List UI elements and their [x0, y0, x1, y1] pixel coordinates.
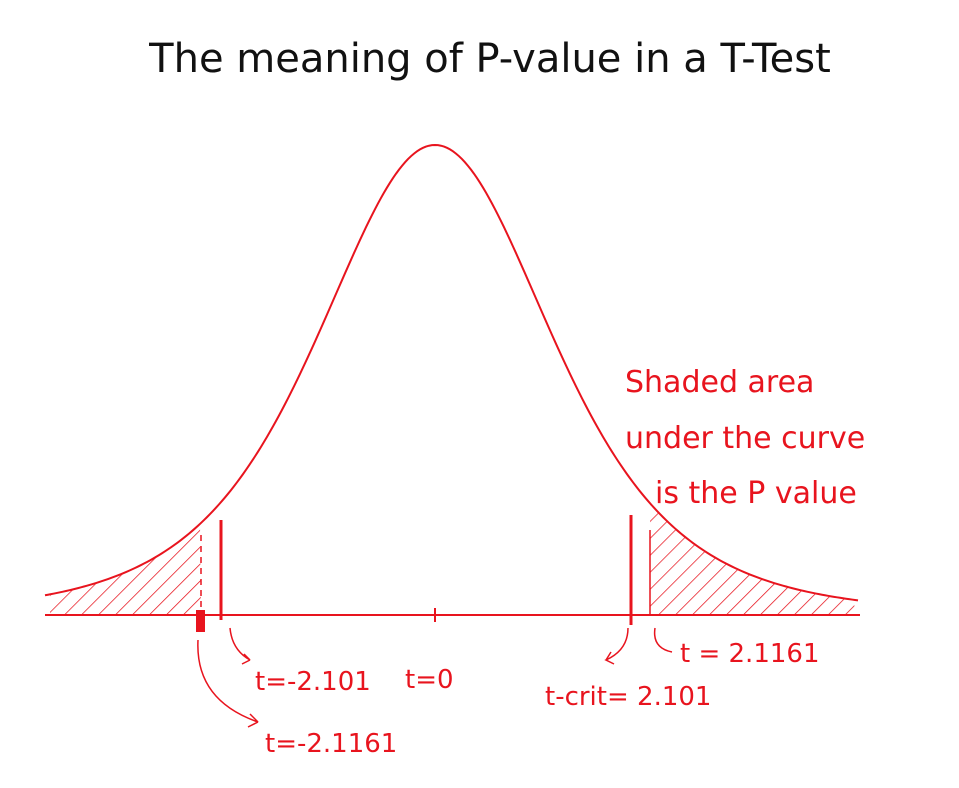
t-label: t=-2.101	[255, 667, 371, 697]
bell-curve	[44, 143, 859, 602]
t-label: t-crit= 2.101	[545, 682, 711, 712]
arrow	[197, 639, 259, 728]
arrow	[229, 627, 251, 665]
annotation-line: under the curve	[625, 421, 865, 456]
arrow	[653, 627, 673, 653]
title: The meaning of P-value in a T-Test	[148, 36, 831, 82]
t-label: t=0	[405, 665, 454, 695]
shaded-tail	[650, 503, 855, 615]
annotation-line: is the P value	[655, 476, 857, 511]
t-marker-left	[196, 610, 205, 632]
t-label: t=-2.1161	[265, 729, 397, 759]
shaded-tail	[50, 523, 201, 615]
t-label: t = 2.1161	[680, 639, 819, 669]
curve-group	[44, 143, 859, 615]
annotation-line: Shaded area	[625, 365, 814, 400]
arrow	[604, 627, 629, 665]
